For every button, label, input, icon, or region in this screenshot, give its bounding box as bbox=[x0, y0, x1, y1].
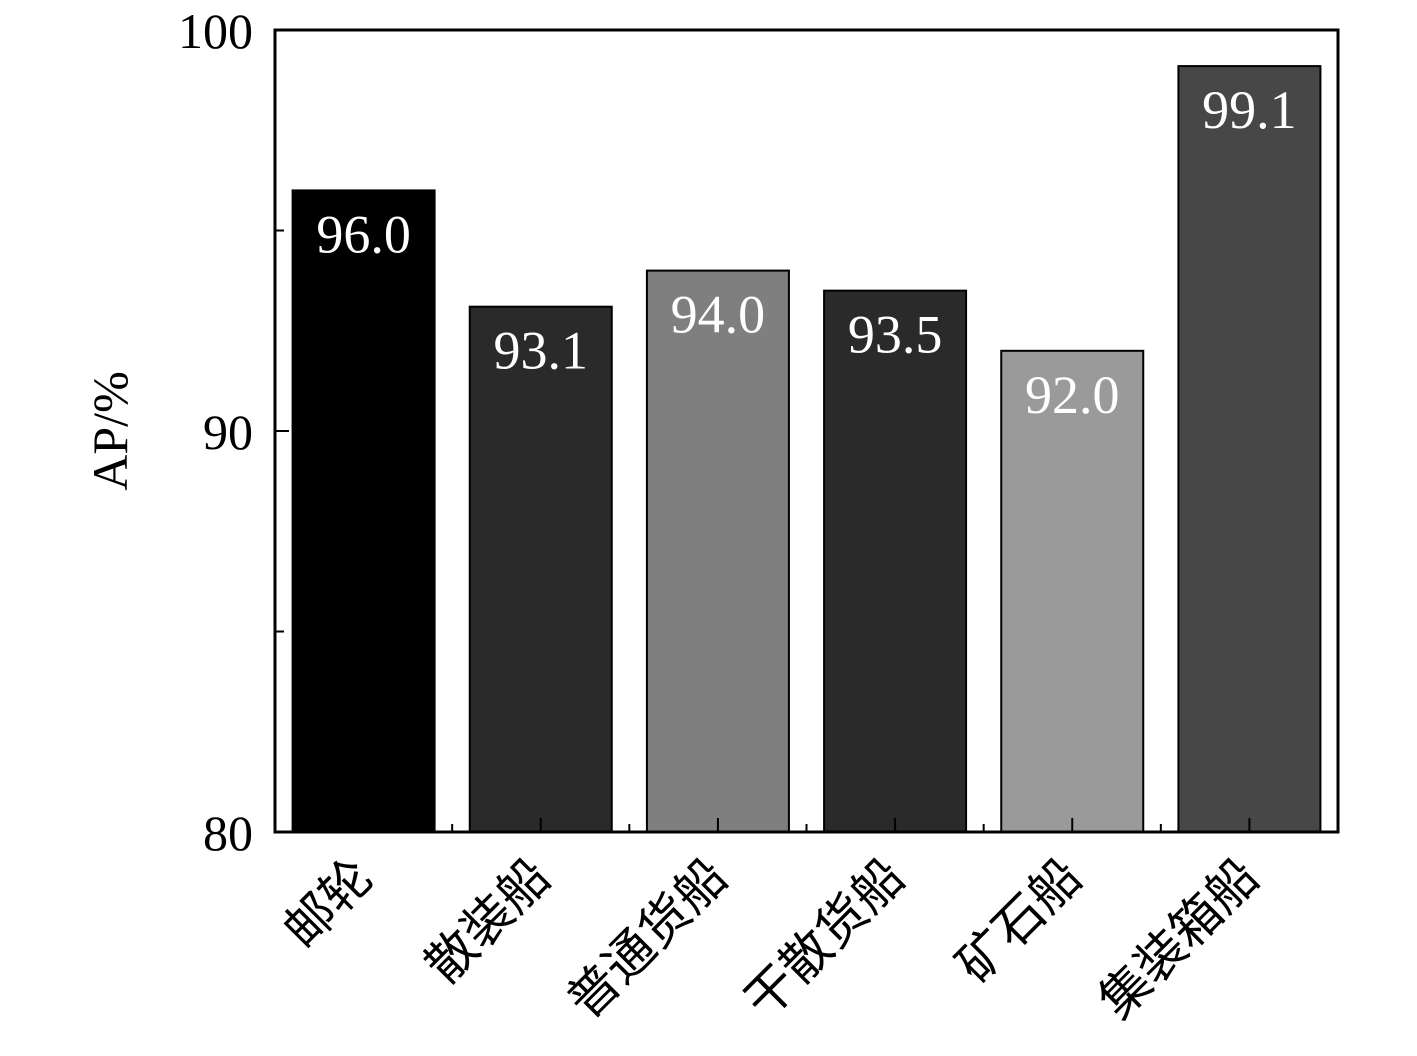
y-tick-label-2: 90 bbox=[203, 404, 253, 460]
x-tick-label-3: 干散货船 bbox=[734, 848, 915, 1029]
y-axis-label: AP/% bbox=[82, 371, 138, 490]
y-ticks-layer: 80 90 100 bbox=[178, 3, 289, 861]
bars-layer: 96.0 93.1 94.0 93.5 92.0 99.1 bbox=[291, 65, 1322, 834]
x-tick-label-0: 邮轮 bbox=[273, 848, 383, 958]
bar-4 bbox=[1000, 349, 1145, 833]
x-tick-label-4: 矿石船 bbox=[946, 848, 1092, 994]
y-tick-label-4: 100 bbox=[178, 3, 253, 59]
x-tick-label-5: 集装箱船 bbox=[1088, 848, 1269, 1029]
bar-0 bbox=[291, 189, 436, 833]
bar-value-label-2: 94.0 bbox=[671, 285, 766, 345]
x-tick-label-2: 普通货船 bbox=[557, 848, 738, 1029]
bar-value-label-5: 99.1 bbox=[1202, 80, 1297, 140]
bar-value-label-3: 93.5 bbox=[848, 305, 943, 365]
bar-value-label-0: 96.0 bbox=[316, 204, 411, 264]
bar-1 bbox=[468, 305, 613, 833]
x-tick-label-1: 散装船 bbox=[415, 848, 561, 994]
bar-5 bbox=[1177, 65, 1322, 833]
plot-frame bbox=[273, 28, 1340, 834]
y-tick-label-0: 80 bbox=[203, 805, 253, 861]
bar-value-label-4: 92.0 bbox=[1025, 365, 1120, 425]
bar-value-label-1: 93.1 bbox=[494, 321, 589, 381]
bar-3 bbox=[823, 289, 968, 833]
bar-2 bbox=[645, 269, 790, 834]
